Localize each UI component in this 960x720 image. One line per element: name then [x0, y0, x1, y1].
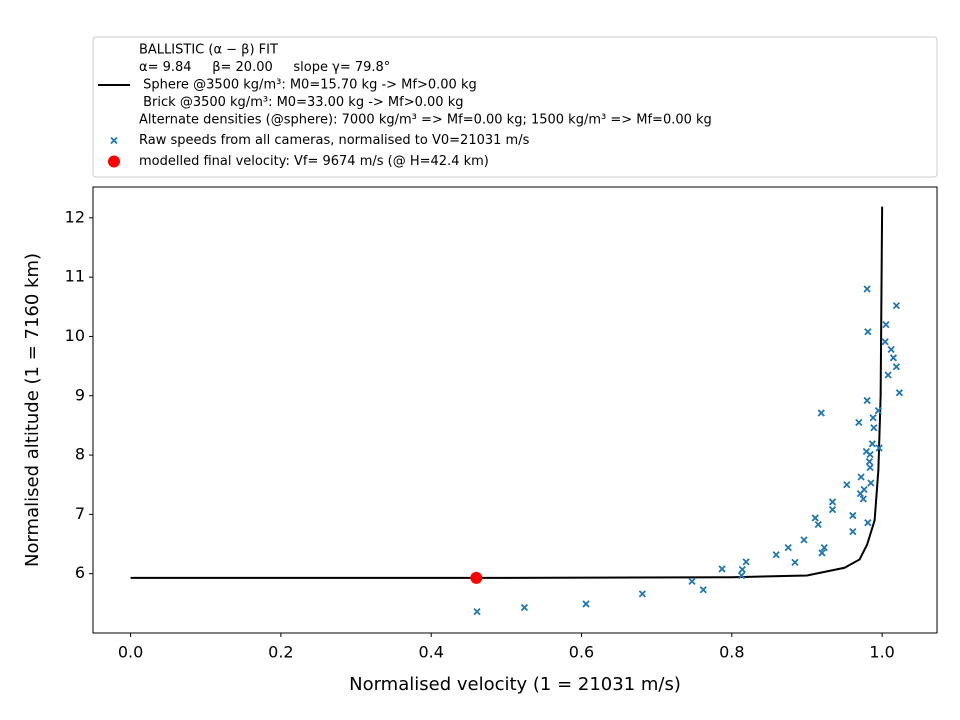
y-axis-label: Normalised altitude (1 = 7160 km) — [22, 253, 43, 567]
scatter-point — [887, 345, 895, 354]
y-tick-label: 6 — [75, 563, 85, 582]
scatter-point — [699, 586, 707, 594]
scatter-point — [895, 389, 904, 397]
scatter-point — [859, 495, 867, 503]
scatter-point — [843, 481, 851, 489]
scatter-point — [791, 558, 799, 567]
legend-marker — [110, 136, 118, 145]
y-tick-label: 12 — [65, 207, 85, 226]
y-tick-label: 9 — [75, 385, 85, 404]
scatter-point — [855, 418, 863, 427]
legend-label: Sphere @3500 kg/m³: M0=15.70 kg -> Mf>0.… — [139, 78, 477, 93]
x-tick-label: 1.0 — [869, 643, 894, 662]
scatter-point — [863, 396, 871, 405]
x-tick-label: 0.6 — [569, 643, 594, 662]
scatter-point — [811, 514, 819, 522]
legend-label: BALLISTIC (α − β) FIT — [139, 43, 278, 58]
scatter-point — [849, 527, 857, 536]
scatter-point — [865, 457, 873, 466]
y-tick-label: 10 — [65, 326, 85, 345]
scatter-point — [875, 444, 883, 452]
scatter-point — [884, 371, 892, 379]
scatter-point — [860, 485, 868, 494]
scatter-point — [814, 520, 822, 529]
y-tick-label: 11 — [65, 267, 85, 286]
scatter-point — [881, 338, 889, 346]
final-point — [470, 571, 483, 584]
scatter-point — [742, 558, 750, 566]
scatter-point — [866, 463, 874, 472]
scatter-point — [864, 328, 872, 336]
fit-line — [130, 206, 884, 579]
legend-box — [92, 36, 938, 178]
scatter-point — [867, 479, 875, 487]
scatter-point — [473, 608, 481, 616]
scatter-point — [828, 506, 837, 514]
scatter-point — [520, 603, 529, 612]
y-tick-label: 8 — [75, 445, 85, 464]
scatter-point — [818, 549, 826, 557]
scatter-point — [817, 409, 825, 417]
x-tick-label: 0.4 — [418, 643, 443, 662]
scatter-point — [737, 571, 746, 580]
scatter-point — [892, 363, 901, 371]
legend-label: Brick @3500 kg/m³: M0=33.00 kg -> Mf>0.0… — [139, 95, 463, 110]
scatter-point — [866, 450, 874, 459]
scatter-point — [784, 543, 792, 552]
x-axis-label: Normalised velocity (1 = 21031 m/s) — [349, 674, 681, 695]
scatter-point — [857, 473, 865, 481]
scatter-point — [874, 406, 883, 415]
scatter-point — [738, 565, 746, 574]
scatter-point — [772, 551, 780, 559]
x-tick-label: 0.8 — [719, 643, 744, 662]
scatter-point — [892, 301, 901, 310]
legend-label: Raw speeds from all cameras, normalised … — [139, 133, 530, 148]
scatter-point — [889, 354, 898, 362]
scatter-point — [582, 600, 590, 608]
scatter-point — [638, 590, 647, 598]
scatter-point — [849, 511, 857, 520]
scatter-point — [718, 565, 726, 573]
scatter-point — [868, 440, 877, 448]
scatter-point — [870, 424, 878, 432]
scatter-point — [688, 577, 696, 586]
legend-label: modelled final velocity: Vf= 9674 m/s (@… — [139, 154, 489, 169]
scatter-point — [863, 285, 871, 293]
plot-frame — [92, 186, 938, 634]
scatter-point — [869, 414, 877, 422]
scatter-point — [820, 543, 828, 552]
scatter-point — [800, 536, 808, 544]
scatter-point — [882, 320, 890, 329]
scatter-point — [828, 498, 837, 506]
y-tick-label: 7 — [75, 504, 85, 523]
x-tick-label: 0.2 — [268, 643, 293, 662]
legend-label: Alternate densities (@sphere): 7000 kg/m… — [139, 113, 712, 128]
scatter-point — [864, 519, 872, 527]
x-tick-label: 0.0 — [118, 643, 143, 662]
legend-marker — [108, 155, 120, 168]
legend-label: α= 9.84 β= 20.00 slope γ= 79.8° — [139, 60, 390, 75]
